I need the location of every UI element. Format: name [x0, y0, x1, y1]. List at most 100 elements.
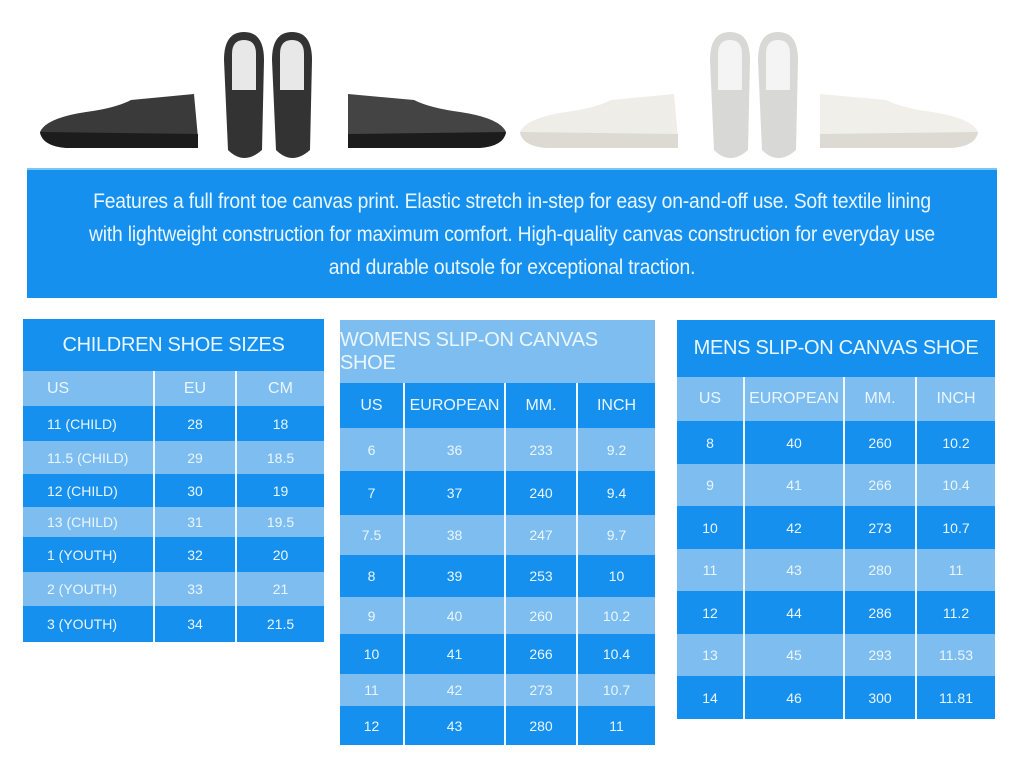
column-header: MM.	[843, 377, 915, 421]
table-row: 13 45 293 11.53	[677, 634, 995, 676]
table-cell: 10.4	[915, 464, 995, 506]
table-cell: 247	[504, 515, 576, 555]
table-cell: 8	[706, 434, 714, 451]
column-header: EUROPEAN	[403, 383, 504, 428]
table-cell: 19.5	[235, 507, 324, 537]
white-shoe-side-right	[820, 94, 978, 148]
table-cell: 2 (YOUTH)	[47, 581, 117, 597]
white-shoe-side-left	[520, 94, 678, 148]
table-cell: 266	[843, 464, 915, 506]
table-cell: 11	[576, 706, 655, 745]
table-cell: 6	[367, 441, 376, 458]
table-cell: 45	[743, 634, 843, 676]
table-cell: 30	[153, 474, 235, 507]
table-cell: 20	[235, 537, 324, 572]
table-cell: 9	[367, 607, 376, 624]
table-row: 11 (CHILD) 28 18	[23, 406, 324, 441]
table-cell: 7	[367, 485, 376, 501]
header-row: US EU CM	[23, 371, 324, 406]
table-cell: 7.5	[361, 527, 382, 543]
table-cell: 36	[403, 428, 504, 471]
table-row: 8 39 253 10	[340, 555, 655, 597]
table-cell: 42	[403, 674, 504, 706]
table-title: CHILDREN SHOE SIZES	[23, 319, 324, 371]
table-cell: 240	[504, 471, 576, 515]
table-cell: 33	[153, 572, 235, 606]
table-cell: 13	[702, 647, 718, 663]
column-header: INCH	[576, 383, 655, 428]
table-cell: 233	[504, 428, 576, 471]
table-row: 3 (YOUTH) 34 21.5	[23, 606, 324, 642]
table-cell: 8	[367, 568, 376, 584]
column-header: US	[698, 390, 722, 407]
table-cell: 10.7	[576, 674, 655, 706]
table-cell: 3 (YOUTH)	[47, 616, 117, 632]
table-row: 12 43 280 11	[340, 706, 655, 745]
column-header: EUROPEAN	[743, 377, 843, 421]
header-row: US EUROPEAN MM. INCH	[340, 383, 655, 428]
table-cell: 12	[363, 717, 380, 734]
table-cell: 32	[153, 537, 235, 572]
table-cell: 11.81	[915, 676, 995, 719]
table-row: 8 40 260 10.2	[677, 421, 995, 464]
table-cell: 280	[843, 549, 915, 591]
table-row: 10 41 266 10.4	[340, 634, 655, 674]
table-cell: 11	[915, 549, 995, 591]
table-cell: 31	[153, 507, 235, 537]
column-header: US	[47, 379, 70, 397]
table-cell: 10	[702, 519, 718, 536]
table-cell: 260	[843, 421, 915, 464]
table-cell: 286	[843, 591, 915, 634]
table-cell: 40	[743, 421, 843, 464]
table-row: 9 41 266 10.4	[677, 464, 995, 506]
column-header: US	[360, 396, 383, 414]
column-header: CM	[235, 371, 324, 406]
table-cell: 46	[743, 676, 843, 719]
table-cell: 11	[364, 682, 379, 698]
table-cell: 10.2	[576, 597, 655, 634]
table-cell: 13 (CHILD)	[47, 514, 118, 530]
table-row: 7 37 240 9.4	[340, 471, 655, 515]
table-cell: 21.5	[235, 606, 324, 642]
table-cell: 10	[363, 646, 380, 662]
table-cell: 18.5	[235, 441, 324, 474]
table-row: 10 42 273 10.7	[677, 506, 995, 549]
table-row: 11 42 273 10.7	[340, 674, 655, 706]
table-row: 14 46 300 11.81	[677, 676, 995, 719]
table-cell: 44	[743, 591, 843, 634]
table-cell: 9.4	[576, 471, 655, 515]
table-row: 11.5 (CHILD) 29 18.5	[23, 441, 324, 474]
table-cell: 10	[576, 555, 655, 597]
table-row: 2 (YOUTH) 33 21	[23, 572, 324, 606]
table-cell: 273	[843, 506, 915, 549]
table-cell: 12 (CHILD)	[47, 482, 118, 499]
table-row: 9 40 260 10.2	[340, 597, 655, 634]
table-cell: 11.5 (CHILD)	[47, 449, 129, 466]
table-cell: 1 (YOUTH)	[47, 546, 117, 563]
table-cell: 43	[403, 706, 504, 745]
womens-size-table: WOMENS SLIP-ON CANVAS SHOE US EUROPEAN MM. I…	[340, 320, 655, 745]
table-cell: 40	[403, 597, 504, 634]
black-shoe-top-pair	[224, 32, 312, 158]
table-cell: 9.2	[576, 428, 655, 471]
table-cell: 10.7	[915, 506, 995, 549]
table-title: WOMENS SLIP-ON CANVAS SHOE	[340, 320, 655, 383]
table-cell: 266	[504, 634, 576, 674]
table-cell: 11	[702, 562, 718, 578]
table-cell: 10.4	[576, 634, 655, 674]
column-header: MM.	[504, 383, 576, 428]
black-shoe-side-right	[348, 94, 506, 148]
table-cell: 42	[743, 506, 843, 549]
header-row: US EUROPEAN MM. INCH	[677, 377, 995, 421]
table-row: 1 (YOUTH) 32 20	[23, 537, 324, 572]
table-cell: 12	[702, 604, 718, 621]
table-cell: 273	[504, 674, 576, 706]
table-cell: 280	[504, 706, 576, 745]
table-cell: 293	[843, 634, 915, 676]
table-cell: 11 (CHILD)	[47, 415, 117, 432]
table-cell: 19	[235, 474, 324, 507]
table-cell: 34	[153, 606, 235, 642]
features-banner: Features a full front toe canvas print. …	[27, 168, 997, 298]
table-row: 6 36 233 9.2	[340, 428, 655, 471]
